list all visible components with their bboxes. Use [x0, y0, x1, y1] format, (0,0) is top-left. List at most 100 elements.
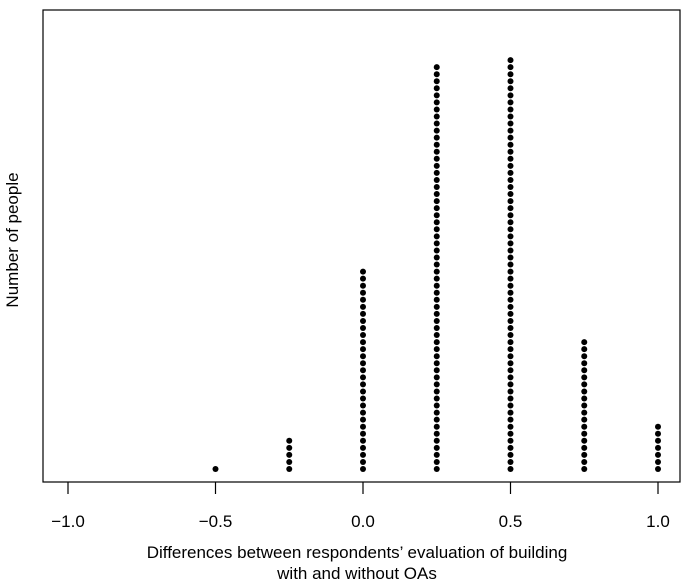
data-dot: [581, 374, 588, 381]
data-dot: [360, 451, 366, 458]
data-dot: [360, 444, 366, 451]
x-tick-label: 0.5: [499, 512, 523, 531]
data-dot: [507, 381, 514, 388]
data-dot: [433, 184, 440, 190]
data-dot: [360, 388, 366, 395]
data-dot: [655, 430, 661, 437]
x-axis-label-line-1: Differences between respondents’ evaluat…: [147, 543, 568, 562]
data-dot: [360, 282, 366, 289]
data-dot: [433, 275, 440, 282]
data-dot: [507, 402, 514, 409]
data-dot: [433, 367, 440, 374]
data-dot: [655, 423, 661, 430]
data-dot: [581, 458, 588, 465]
data-dot: [433, 466, 440, 472]
data-dot: [433, 226, 440, 233]
data-dot: [433, 191, 440, 198]
data-dot: [507, 78, 514, 85]
data-dot: [581, 346, 588, 353]
data-dot: [433, 416, 440, 423]
data-dot: [433, 169, 440, 176]
data-dot: [433, 353, 440, 360]
data-dot: [507, 466, 514, 472]
data-dot: [507, 339, 514, 346]
data-dot: [433, 458, 440, 465]
data-dot: [581, 367, 588, 374]
data-dot: [507, 233, 514, 240]
data-dot: [433, 78, 440, 85]
data-dot: [433, 296, 440, 303]
data-dot: [507, 275, 514, 282]
data-dot: [507, 240, 514, 247]
data-dot: [360, 353, 366, 360]
data-dot: [507, 85, 514, 92]
data-dot: [433, 106, 440, 113]
data-dot: [360, 275, 366, 282]
data-dot: [507, 120, 514, 127]
data-dot: [433, 374, 440, 381]
data-dot: [286, 437, 293, 444]
data-dot: [433, 134, 440, 141]
x-tick-label: 0.0: [351, 512, 375, 531]
data-dot: [433, 360, 440, 367]
data-dot: [655, 458, 661, 465]
data-dot: [433, 247, 440, 254]
data-dot: [360, 346, 366, 353]
data-dot: [433, 219, 440, 226]
data-dot: [360, 296, 366, 303]
data-dot: [433, 310, 440, 317]
data-dot: [433, 402, 440, 409]
y-axis-label: Number of people: [3, 172, 22, 307]
data-dot: [581, 395, 588, 402]
data-dot: [433, 240, 440, 247]
data-dot: [507, 134, 514, 141]
data-dot: [433, 212, 440, 219]
dot-column: [360, 268, 366, 472]
data-dot: [655, 444, 661, 451]
data-dot: [581, 416, 588, 423]
data-dot: [507, 191, 514, 198]
data-dot: [360, 367, 366, 374]
data-dot: [507, 71, 514, 78]
data-dot: [507, 184, 514, 190]
data-dot: [581, 437, 588, 444]
data-dot: [433, 325, 440, 331]
data-dot: [360, 332, 366, 339]
data-dot: [581, 466, 588, 472]
data-dot: [581, 402, 588, 409]
data-dot: [433, 409, 440, 416]
data-dot: [507, 205, 514, 212]
data-dot: [360, 395, 366, 402]
data-dot: [360, 303, 366, 310]
data-dot: [360, 423, 366, 430]
data-dot: [433, 346, 440, 353]
data-dot: [433, 388, 440, 395]
data-dot: [507, 268, 514, 275]
data-dot: [507, 317, 514, 324]
data-dot: [507, 303, 514, 310]
data-dot: [433, 155, 440, 162]
data-dot: [360, 458, 366, 465]
data-dot: [507, 346, 514, 353]
data-dot: [433, 85, 440, 92]
x-tick-label: −0.5: [199, 512, 233, 531]
data-dot: [581, 409, 588, 416]
data-dot: [360, 430, 366, 437]
data-dot: [433, 127, 440, 134]
data-dot: [433, 437, 440, 444]
data-dot: [360, 360, 366, 367]
data-dot: [507, 458, 514, 465]
data-dot: [507, 416, 514, 423]
data-dot: [286, 458, 293, 465]
data-dot: [507, 169, 514, 176]
data-dot: [581, 430, 588, 437]
data-dot: [360, 374, 366, 381]
data-dot: [507, 437, 514, 444]
data-dot: [507, 219, 514, 226]
data-dot: [507, 451, 514, 458]
data-dot: [433, 381, 440, 388]
data-dot: [286, 466, 293, 472]
data-dot: [507, 282, 514, 289]
data-dot: [433, 205, 440, 212]
